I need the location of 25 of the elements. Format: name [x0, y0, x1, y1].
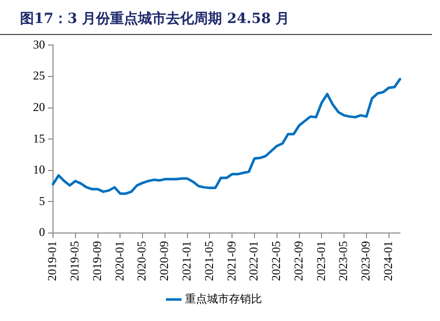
x-tick-label: 2022-01 — [246, 241, 261, 282]
y-tick-label: 15 — [33, 131, 45, 146]
x-tick-label: 2023-09 — [358, 241, 373, 282]
x-tick-label: 2019-01 — [45, 241, 60, 282]
x-tick-label: 2021-01 — [179, 241, 194, 282]
x-tick-label: 2024-01 — [380, 241, 395, 282]
x-tick-label: 2021-05 — [202, 241, 216, 282]
y-tick-label: 0 — [39, 225, 45, 240]
legend-label: 重点城市存销比 — [184, 292, 262, 306]
y-tick-label: 30 — [33, 37, 45, 52]
x-tick-label: 2020-09 — [157, 241, 172, 282]
y-tick-label: 25 — [33, 68, 45, 83]
x-tick-label: 2020-05 — [134, 241, 149, 282]
x-tick-label: 2023-01 — [314, 241, 328, 282]
chart-title: 图17：3 月份重点城市去化周期 24.58 月 — [0, 0, 432, 35]
x-tick-label: 2019-05 — [68, 241, 82, 282]
y-tick-label: 5 — [39, 194, 45, 208]
y-tick-label: 10 — [33, 162, 45, 177]
x-tick-label: 2020-01 — [112, 241, 126, 282]
x-tick-label: 2021-09 — [224, 241, 238, 282]
x-tick-label: 2022-05 — [269, 241, 284, 282]
x-tick-label: 2019-09 — [90, 241, 104, 282]
y-tick-label: 20 — [33, 100, 45, 114]
x-tick-label: 2022-09 — [291, 241, 306, 282]
x-tick-label: 2023-05 — [336, 241, 350, 282]
